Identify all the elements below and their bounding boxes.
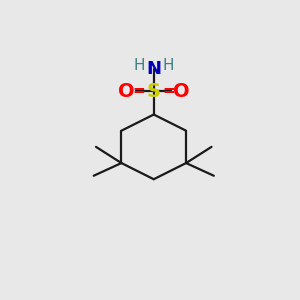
Text: =: = — [132, 83, 145, 98]
Text: S: S — [147, 82, 161, 101]
Text: O: O — [118, 82, 134, 101]
Text: N: N — [146, 61, 161, 79]
Text: O: O — [173, 82, 190, 101]
Text: H: H — [162, 58, 174, 73]
Text: =: = — [162, 83, 175, 98]
Text: H: H — [134, 58, 145, 73]
